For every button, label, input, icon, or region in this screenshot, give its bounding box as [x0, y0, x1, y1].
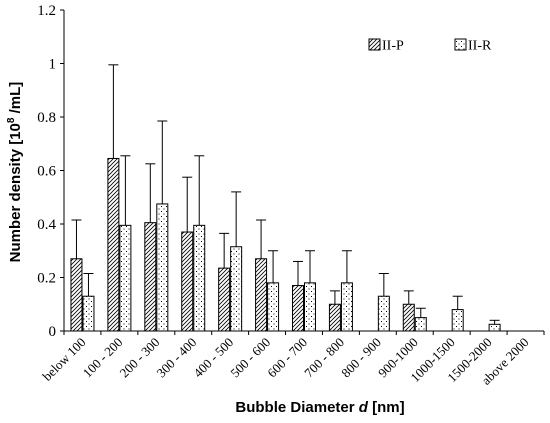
x-tick-label: below 100 [39, 335, 88, 384]
bar-ii-p-5 [255, 258, 268, 332]
bar-ii-r-2 [156, 203, 169, 332]
bar-ii-r-10 [451, 309, 464, 332]
y-tick-label: 0.6 [37, 164, 56, 180]
bar-ii-r-5 [267, 282, 280, 332]
x-tick-label: 500 - 600 [227, 335, 273, 381]
y-axis-ticks: 0 0.2 0.4 0.6 0.8 1 1.2 [37, 3, 64, 340]
legend: II-P II-R [368, 38, 492, 54]
bar-ii-r-11 [488, 323, 501, 332]
bar-ii-p-9 [402, 303, 415, 332]
y-tick-label: 0.4 [37, 217, 56, 233]
x-tick-label: 400 - 500 [190, 335, 236, 381]
bar-ii-r-7 [340, 282, 353, 332]
y-tick-label: 0.8 [37, 110, 56, 126]
x-tick-label: 100 - 200 [80, 335, 126, 381]
bar-ii-r-0 [82, 295, 95, 332]
y-axis-title-main: Number density [10 [7, 123, 24, 262]
bar-ii-p-2 [144, 222, 157, 332]
bar-ii-r-6 [304, 282, 316, 332]
y-tick-label: 1 [49, 57, 57, 73]
legend-swatch-ii-p [368, 38, 381, 51]
bar-ii-p-6 [292, 285, 304, 332]
y-tick-label: 0.2 [37, 271, 56, 287]
x-axis-title-suffix: [nm] [368, 399, 405, 416]
bar-ii-r-3 [193, 224, 206, 332]
legend-label-ii-r: II-R [468, 39, 492, 54]
legend-label-ii-p: II-P [382, 39, 404, 54]
bar-ii-p-0 [70, 258, 83, 332]
x-axis-title-var: d [359, 399, 369, 416]
bar-ii-p-4 [218, 267, 231, 332]
bar-ii-p-3 [181, 231, 194, 332]
y-axis-title-sup: 8 [6, 117, 17, 123]
y-axis-title: Number density [108 /mL] [6, 82, 24, 263]
bar-ii-p-7 [328, 303, 341, 332]
bar-ii-r-1 [119, 224, 132, 332]
y-tick-label: 1.2 [37, 3, 56, 19]
legend-swatch-ii-r [454, 38, 467, 51]
x-tick-label: 700 - 800 [301, 335, 347, 381]
y-tick-label: 0 [49, 324, 57, 340]
x-tick-label: 800 - 900 [338, 335, 384, 381]
bar-ii-r-4 [230, 246, 243, 332]
x-tick-label: 300 - 400 [154, 335, 200, 381]
x-tick-label: 600 - 700 [264, 335, 310, 381]
x-tick-label: 200 - 300 [117, 335, 163, 381]
bars [70, 64, 501, 332]
y-axis-title-tail: /mL] [7, 82, 24, 118]
x-axis-title: Bubble Diameter d [nm] [235, 399, 404, 416]
bar-ii-r-9 [414, 317, 427, 332]
x-axis-title-prefix: Bubble Diameter [235, 399, 358, 416]
bar-ii-r-8 [377, 295, 390, 332]
bar-ii-p-1 [107, 157, 120, 332]
